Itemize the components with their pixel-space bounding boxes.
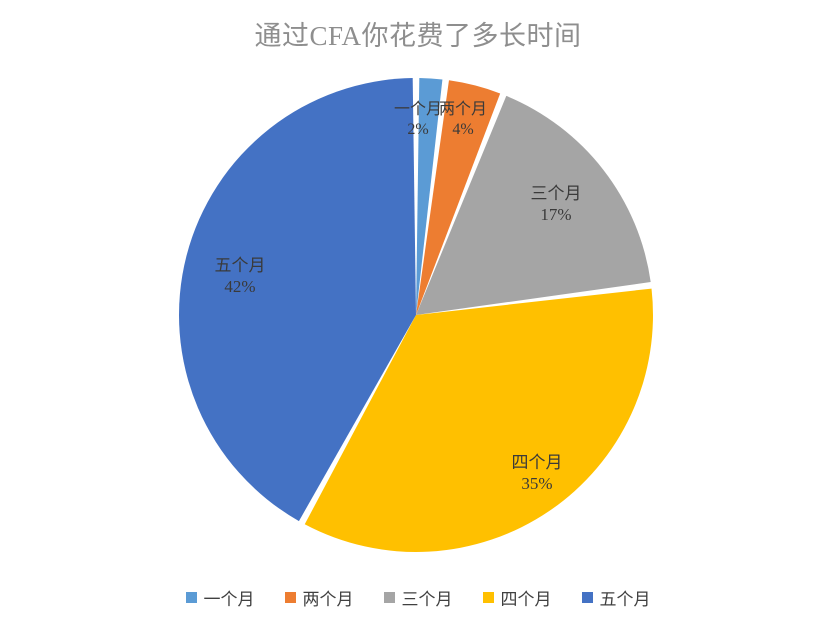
pie-slice-1[interactable]	[416, 78, 443, 316]
pie-plot-area: 一个月 2% 两个月 4% 三个月 17% 四个月 35% 五个月 42%	[178, 78, 653, 552]
pie-svg	[178, 78, 653, 552]
pie-slice-2[interactable]	[416, 80, 501, 315]
legend-swatch-icon	[383, 592, 395, 603]
legend-item-label: 一个月	[203, 590, 255, 609]
legend-item-label: 四个月	[500, 590, 552, 609]
legend-item-label: 三个月	[401, 590, 453, 609]
legend-item-2[interactable]: 两个月	[284, 585, 354, 610]
chart-legend: 一个月 两个月 三个月 四个月 五个月	[0, 585, 836, 610]
legend-item-4[interactable]: 四个月	[482, 585, 552, 610]
legend-swatch-icon	[284, 592, 296, 603]
legend-swatch-icon	[185, 592, 197, 603]
legend-swatch-icon	[482, 592, 494, 603]
legend-item-label: 两个月	[302, 590, 354, 609]
pie-slice-4[interactable]	[304, 288, 653, 552]
legend-swatch-icon	[581, 592, 593, 603]
pie-slice-3[interactable]	[416, 95, 651, 315]
legend-item-1[interactable]: 一个月	[185, 585, 255, 610]
chart-title: 通过CFA你花费了多长时间	[254, 21, 582, 51]
pie-slice-5[interactable]	[178, 78, 416, 522]
legend-item-5[interactable]: 五个月	[581, 585, 651, 610]
legend-item-label: 五个月	[599, 590, 651, 609]
legend-item-3[interactable]: 三个月	[383, 585, 453, 610]
